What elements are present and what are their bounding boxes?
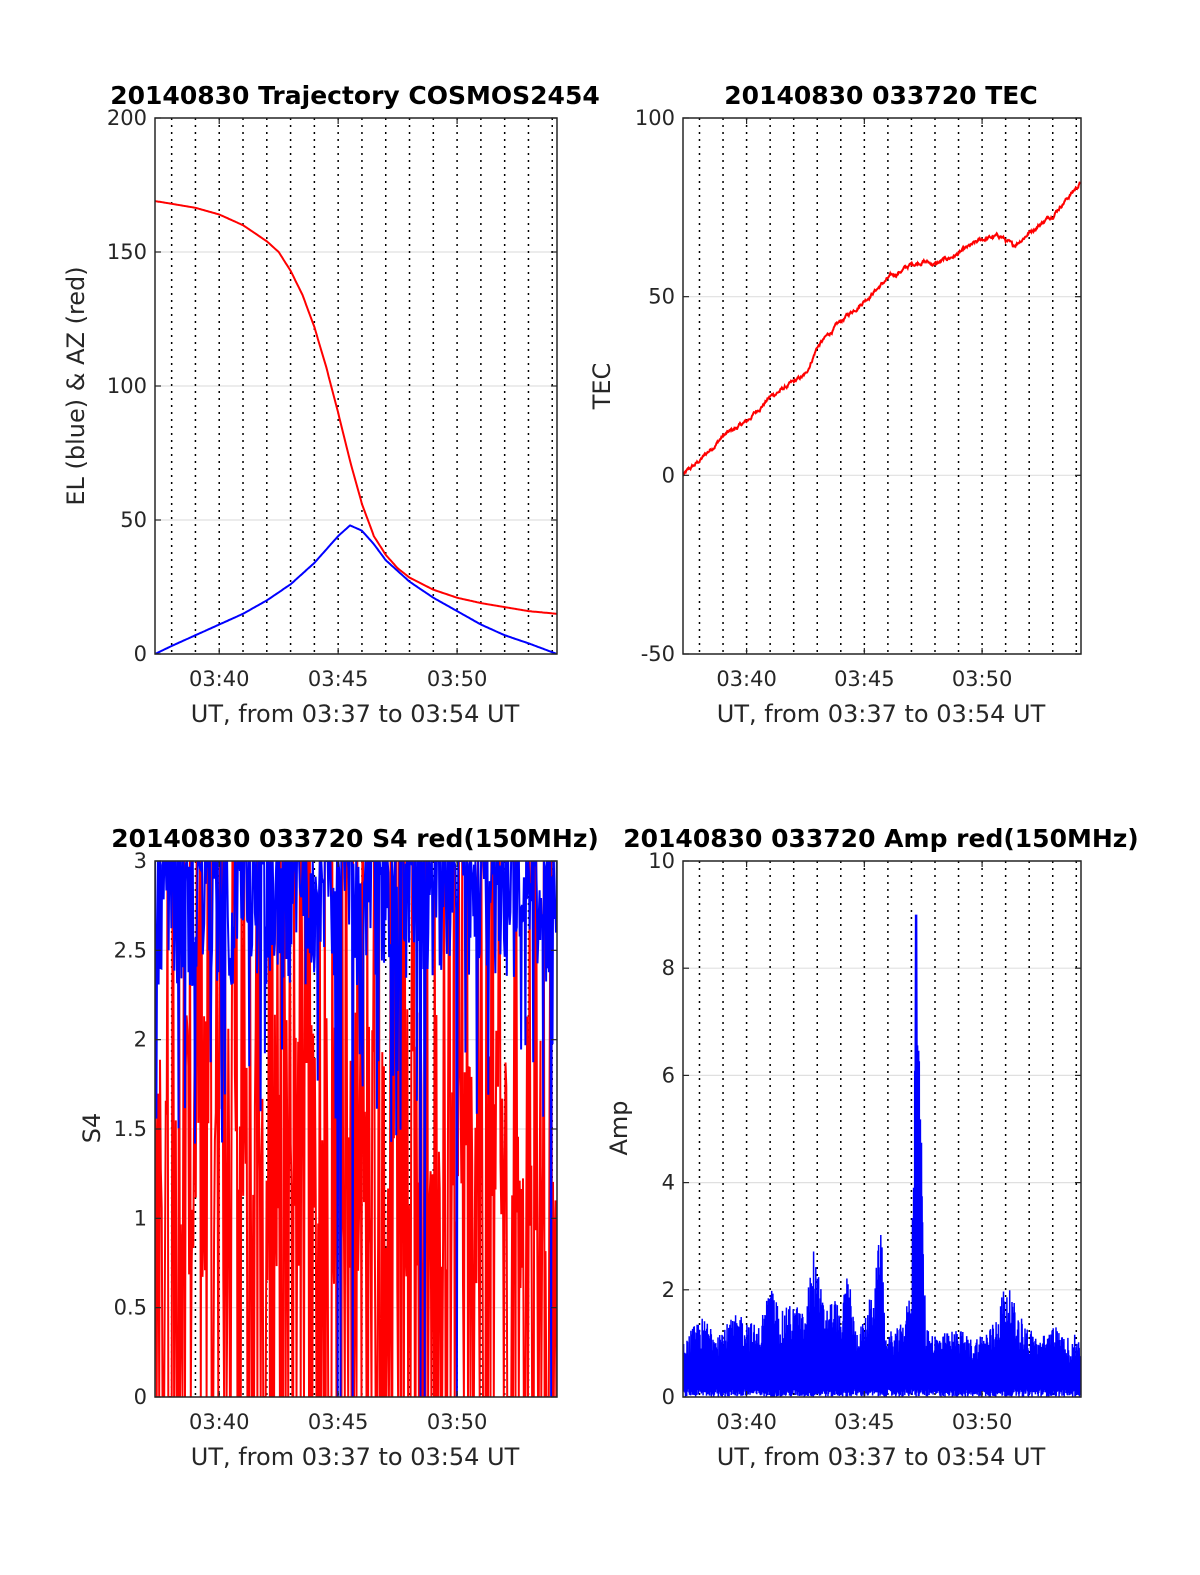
tec-ylabel: TEC (588, 363, 616, 411)
s4-ytick-label: 1 (134, 1206, 147, 1230)
trajectory-ytick-label: 200 (107, 106, 147, 130)
tec-ytick-label: 100 (635, 106, 675, 130)
trajectory-ytick-label: 150 (107, 240, 147, 264)
tec-title: 20140830 033720 TEC (724, 81, 1037, 110)
amp-ytick-label: 0 (662, 1385, 675, 1409)
trajectory-title: 20140830 Trajectory COSMOS2454 (110, 81, 600, 110)
az-series-line (155, 200, 557, 615)
amp-series-line (683, 1045, 1081, 1397)
amp-xtick-label: 03:40 (716, 1410, 777, 1434)
amp-xlabel: UT, from 03:37 to 03:54 UT (717, 1443, 1046, 1471)
tec-panel: 20140830 033720 TEC UT, from 03:37 to 03… (588, 81, 1082, 728)
trajectory-ylabel: EL (blue) & AZ (red) (62, 266, 90, 505)
tec-ytick-label: -50 (641, 642, 675, 666)
tec-xlabel: UT, from 03:37 to 03:54 UT (717, 700, 1046, 728)
amp-ylabel: Amp (605, 1100, 633, 1155)
s4-xtick-label: 03:45 (308, 1410, 369, 1434)
tec-series-line (683, 181, 1081, 477)
trajectory-plot-area (155, 200, 557, 654)
tec-plot-area (683, 181, 1081, 477)
tec-ytick-label: 50 (648, 285, 675, 309)
amp-ytick-label: 10 (648, 849, 675, 873)
s4-plot-area (155, 861, 557, 1397)
trajectory-xlabel: UT, from 03:37 to 03:54 UT (191, 700, 520, 728)
s4-ytick-label: 0 (134, 1385, 147, 1409)
s4-xlabel: UT, from 03:37 to 03:54 UT (191, 1443, 520, 1471)
s4-ytick-label: 2 (134, 1028, 147, 1052)
tec-xtick-label: 03:50 (952, 667, 1013, 691)
trajectory-ytick-label: 50 (120, 508, 147, 532)
trajectory-xtick-label: 03:40 (189, 667, 250, 691)
amp-axes-box (682, 860, 1082, 1398)
s4-blue-series-line (155, 861, 557, 1397)
trajectory-xtick-label: 03:45 (308, 667, 369, 691)
trajectory-xtick-label: 03:50 (427, 667, 488, 691)
amp-xtick-label: 03:50 (952, 1410, 1013, 1434)
tec-xtick-label: 03:45 (834, 667, 895, 691)
amp-spike (913, 914, 921, 1344)
el-series-line (155, 524, 557, 654)
s4-xtick-label: 03:50 (427, 1410, 488, 1434)
amp-ytick-label: 6 (662, 1063, 675, 1087)
s4-title: 20140830 033720 S4 red(150MHz) (111, 824, 599, 853)
amp-xtick-label: 03:45 (834, 1410, 895, 1434)
s4-panel: 20140830 033720 S4 red(150MHz) UT, from … (78, 824, 599, 1471)
s4-ytick-label: 2.5 (114, 938, 147, 962)
amp-plot-area (683, 914, 1081, 1397)
s4-ytick-label: 0.5 (114, 1296, 147, 1320)
s4-ytick-label: 3 (134, 849, 147, 873)
tec-ytick-label: 0 (662, 463, 675, 487)
s4-ylabel: S4 (78, 1113, 106, 1144)
amp-title: 20140830 033720 Amp red(150MHz) (623, 824, 1139, 853)
s4-xtick-label: 03:40 (189, 1410, 250, 1434)
trajectory-panel: 20140830 Trajectory COSMOS2454 UT, from … (62, 81, 600, 728)
trajectory-ytick-label: 100 (107, 374, 147, 398)
amp-ytick-label: 2 (662, 1278, 675, 1302)
s4-ytick-label: 1.5 (114, 1117, 147, 1141)
amp-ytick-label: 4 (662, 1171, 675, 1195)
trajectory-ytick-label: 0 (134, 642, 147, 666)
tec-xtick-label: 03:40 (716, 667, 777, 691)
amp-panel: 20140830 033720 Amp red(150MHz) UT, from… (605, 824, 1139, 1471)
tec-axes-box (682, 117, 1082, 655)
amp-ytick-label: 8 (662, 956, 675, 980)
